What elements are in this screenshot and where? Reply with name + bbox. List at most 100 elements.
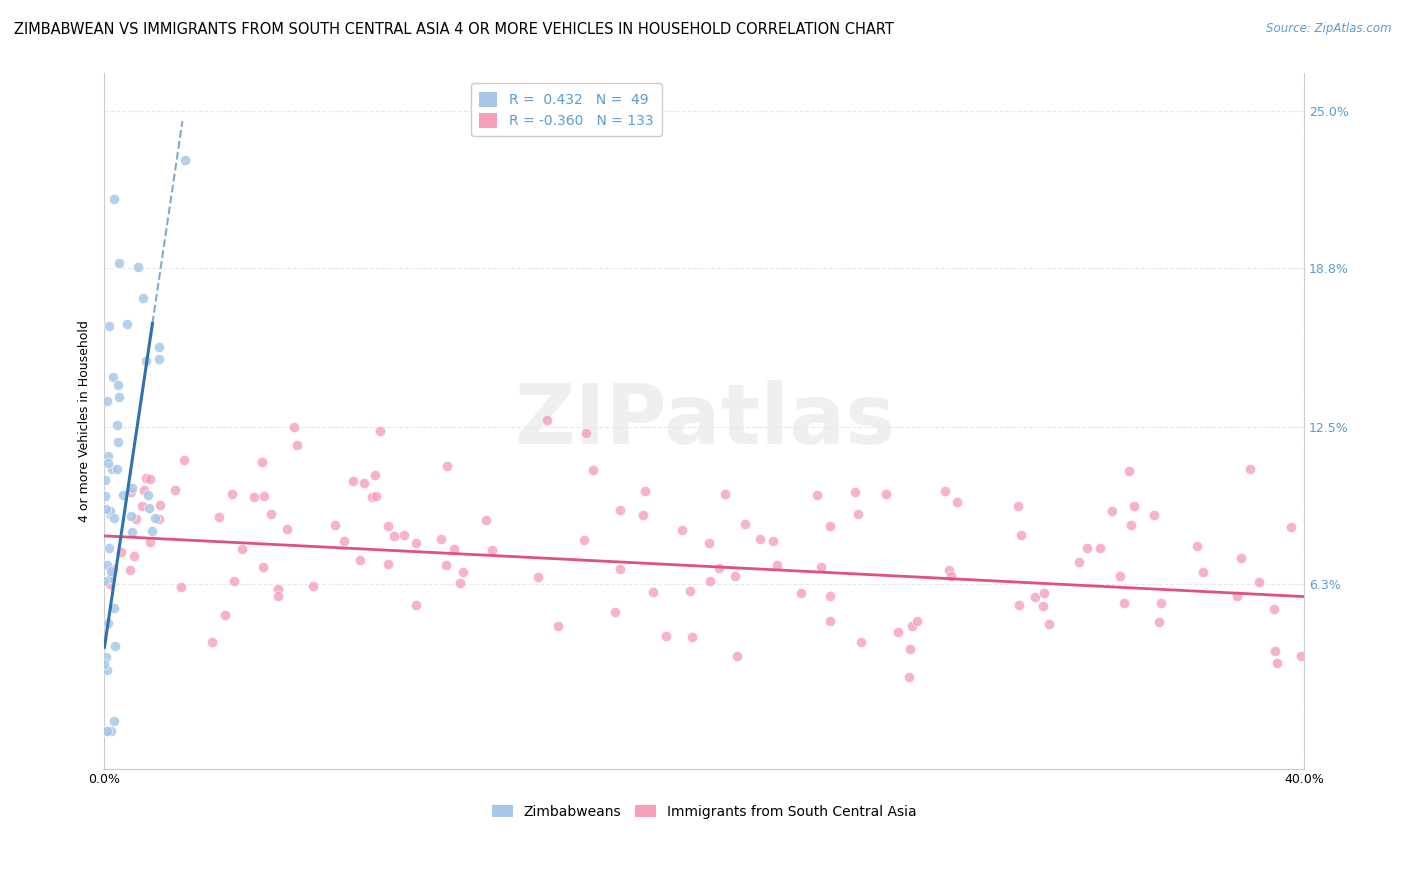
Point	[118, 563, 141, 577]
Point	[97, 456, 120, 470]
Point	[392, 528, 415, 542]
Point	[1076, 541, 1098, 555]
Point	[107, 390, 129, 404]
Point	[876, 486, 898, 500]
Point	[353, 475, 375, 490]
Point	[575, 425, 598, 440]
Legend: Zimbabweans, Immigrants from South Central Asia: Zimbabweans, Immigrants from South Centr…	[486, 799, 922, 824]
Point	[1032, 586, 1054, 600]
Point	[810, 560, 832, 574]
Point	[97, 616, 120, 631]
Point	[1118, 464, 1140, 478]
Point	[634, 483, 657, 498]
Point	[252, 560, 274, 574]
Point	[201, 635, 224, 649]
Point	[748, 533, 770, 547]
Point	[443, 541, 465, 556]
Point	[790, 586, 813, 600]
Point	[474, 513, 496, 527]
Point	[285, 438, 308, 452]
Point	[97, 450, 120, 464]
Point	[96, 558, 118, 573]
Point	[173, 453, 195, 467]
Point	[897, 670, 920, 684]
Point	[125, 512, 148, 526]
Point	[139, 472, 162, 486]
Point	[1024, 590, 1046, 604]
Point	[643, 585, 665, 599]
Point	[214, 608, 236, 623]
Point	[934, 484, 956, 499]
Point	[581, 463, 603, 477]
Point	[849, 635, 872, 649]
Point	[98, 504, 121, 518]
Point	[97, 318, 120, 333]
Point	[382, 529, 405, 543]
Point	[107, 377, 129, 392]
Point	[1112, 596, 1135, 610]
Point	[481, 543, 503, 558]
Point	[96, 723, 118, 738]
Point	[103, 193, 125, 207]
Point	[734, 517, 756, 532]
Point	[132, 483, 155, 498]
Point	[1007, 500, 1029, 514]
Point	[1032, 599, 1054, 614]
Point	[654, 629, 676, 643]
Point	[121, 525, 143, 540]
Point	[148, 352, 170, 367]
Point	[1239, 462, 1261, 476]
Point	[94, 490, 117, 504]
Point	[609, 561, 631, 575]
Point	[165, 483, 187, 498]
Point	[1007, 598, 1029, 612]
Point	[253, 489, 276, 503]
Point	[724, 569, 747, 583]
Point	[536, 413, 558, 427]
Point	[105, 417, 128, 432]
Point	[1088, 541, 1111, 556]
Point	[111, 488, 134, 502]
Point	[1149, 615, 1171, 630]
Point	[136, 488, 159, 502]
Point	[1263, 602, 1285, 616]
Point	[405, 535, 427, 549]
Point	[1101, 504, 1123, 518]
Point	[844, 484, 866, 499]
Point	[170, 581, 193, 595]
Point	[333, 534, 356, 549]
Point	[100, 571, 122, 585]
Point	[818, 519, 841, 533]
Point	[94, 473, 117, 487]
Point	[1279, 519, 1302, 533]
Text: ZIPatlas: ZIPatlas	[513, 380, 894, 461]
Point	[250, 454, 273, 468]
Point	[231, 542, 253, 557]
Point	[103, 601, 125, 615]
Point	[143, 510, 166, 524]
Point	[132, 291, 155, 305]
Y-axis label: 4 or more Vehicles in Household: 4 or more Vehicles in Household	[79, 320, 91, 522]
Point	[631, 508, 654, 523]
Point	[100, 577, 122, 591]
Point	[434, 558, 457, 573]
Point	[436, 458, 458, 473]
Point	[149, 498, 172, 512]
Point	[1122, 499, 1144, 513]
Point	[547, 619, 569, 633]
Point	[141, 524, 163, 539]
Point	[603, 605, 626, 619]
Point	[1267, 657, 1289, 671]
Point	[370, 424, 392, 438]
Point	[131, 500, 153, 514]
Point	[138, 500, 160, 515]
Point	[100, 565, 122, 579]
Point	[283, 420, 305, 434]
Point	[224, 574, 246, 588]
Point	[1108, 568, 1130, 582]
Point	[377, 519, 399, 533]
Point	[766, 558, 789, 572]
Point	[94, 649, 117, 664]
Point	[96, 663, 118, 677]
Point	[115, 317, 138, 331]
